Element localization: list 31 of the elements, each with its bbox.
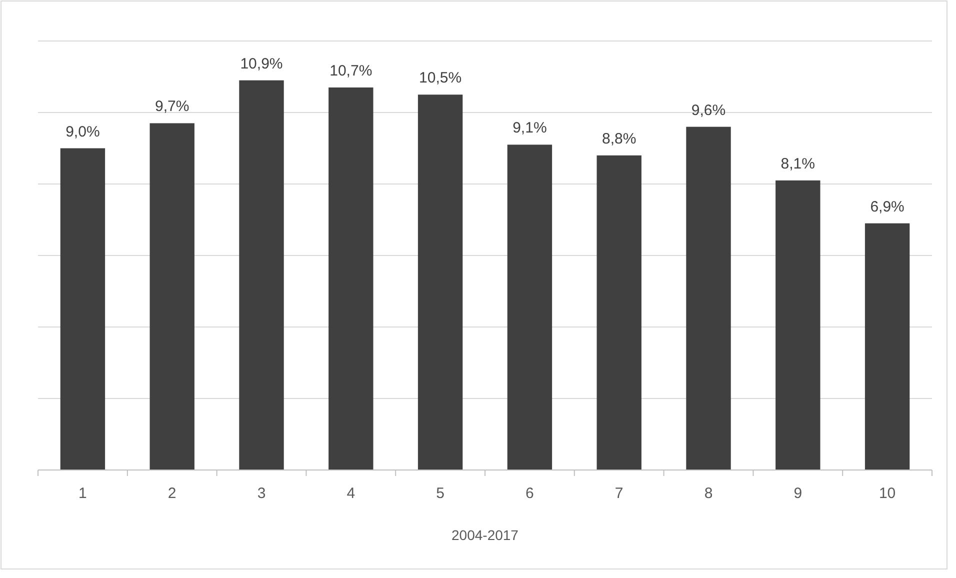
x-tick-label: 6 [526,485,534,502]
x-axis-title: 2004-2017 [452,527,519,543]
data-label: 9,1% [512,120,547,137]
bar [686,126,731,470]
bar [507,144,552,470]
x-tick-label: 10 [878,485,896,502]
data-label: 9,0% [66,123,100,140]
bar [150,123,194,470]
bar [418,94,463,470]
x-tick-label: 9 [794,485,802,502]
data-label: 10,7% [330,62,372,80]
x-tick-label: 2 [168,485,176,502]
data-label: 10,5% [419,70,462,87]
data-label: 8,1% [780,155,815,172]
bar [596,155,642,470]
bar [328,87,374,470]
data-label: 10,9% [240,55,283,72]
data-label: 9,7% [155,98,190,116]
bar [864,223,910,470]
x-tick-label: 3 [257,485,266,502]
x-tick-label: 4 [346,485,356,502]
x-tick-label: 8 [704,485,713,502]
data-label: 9,6% [691,102,726,119]
x-tick-label: 1 [78,485,87,502]
data-label: 6,9% [870,198,904,216]
x-tick-label: 5 [436,485,444,502]
bar [60,148,106,470]
data-label: 8,8% [602,130,636,148]
x-tick-label: 7 [614,485,624,502]
bar [776,180,820,470]
bar [239,80,284,470]
